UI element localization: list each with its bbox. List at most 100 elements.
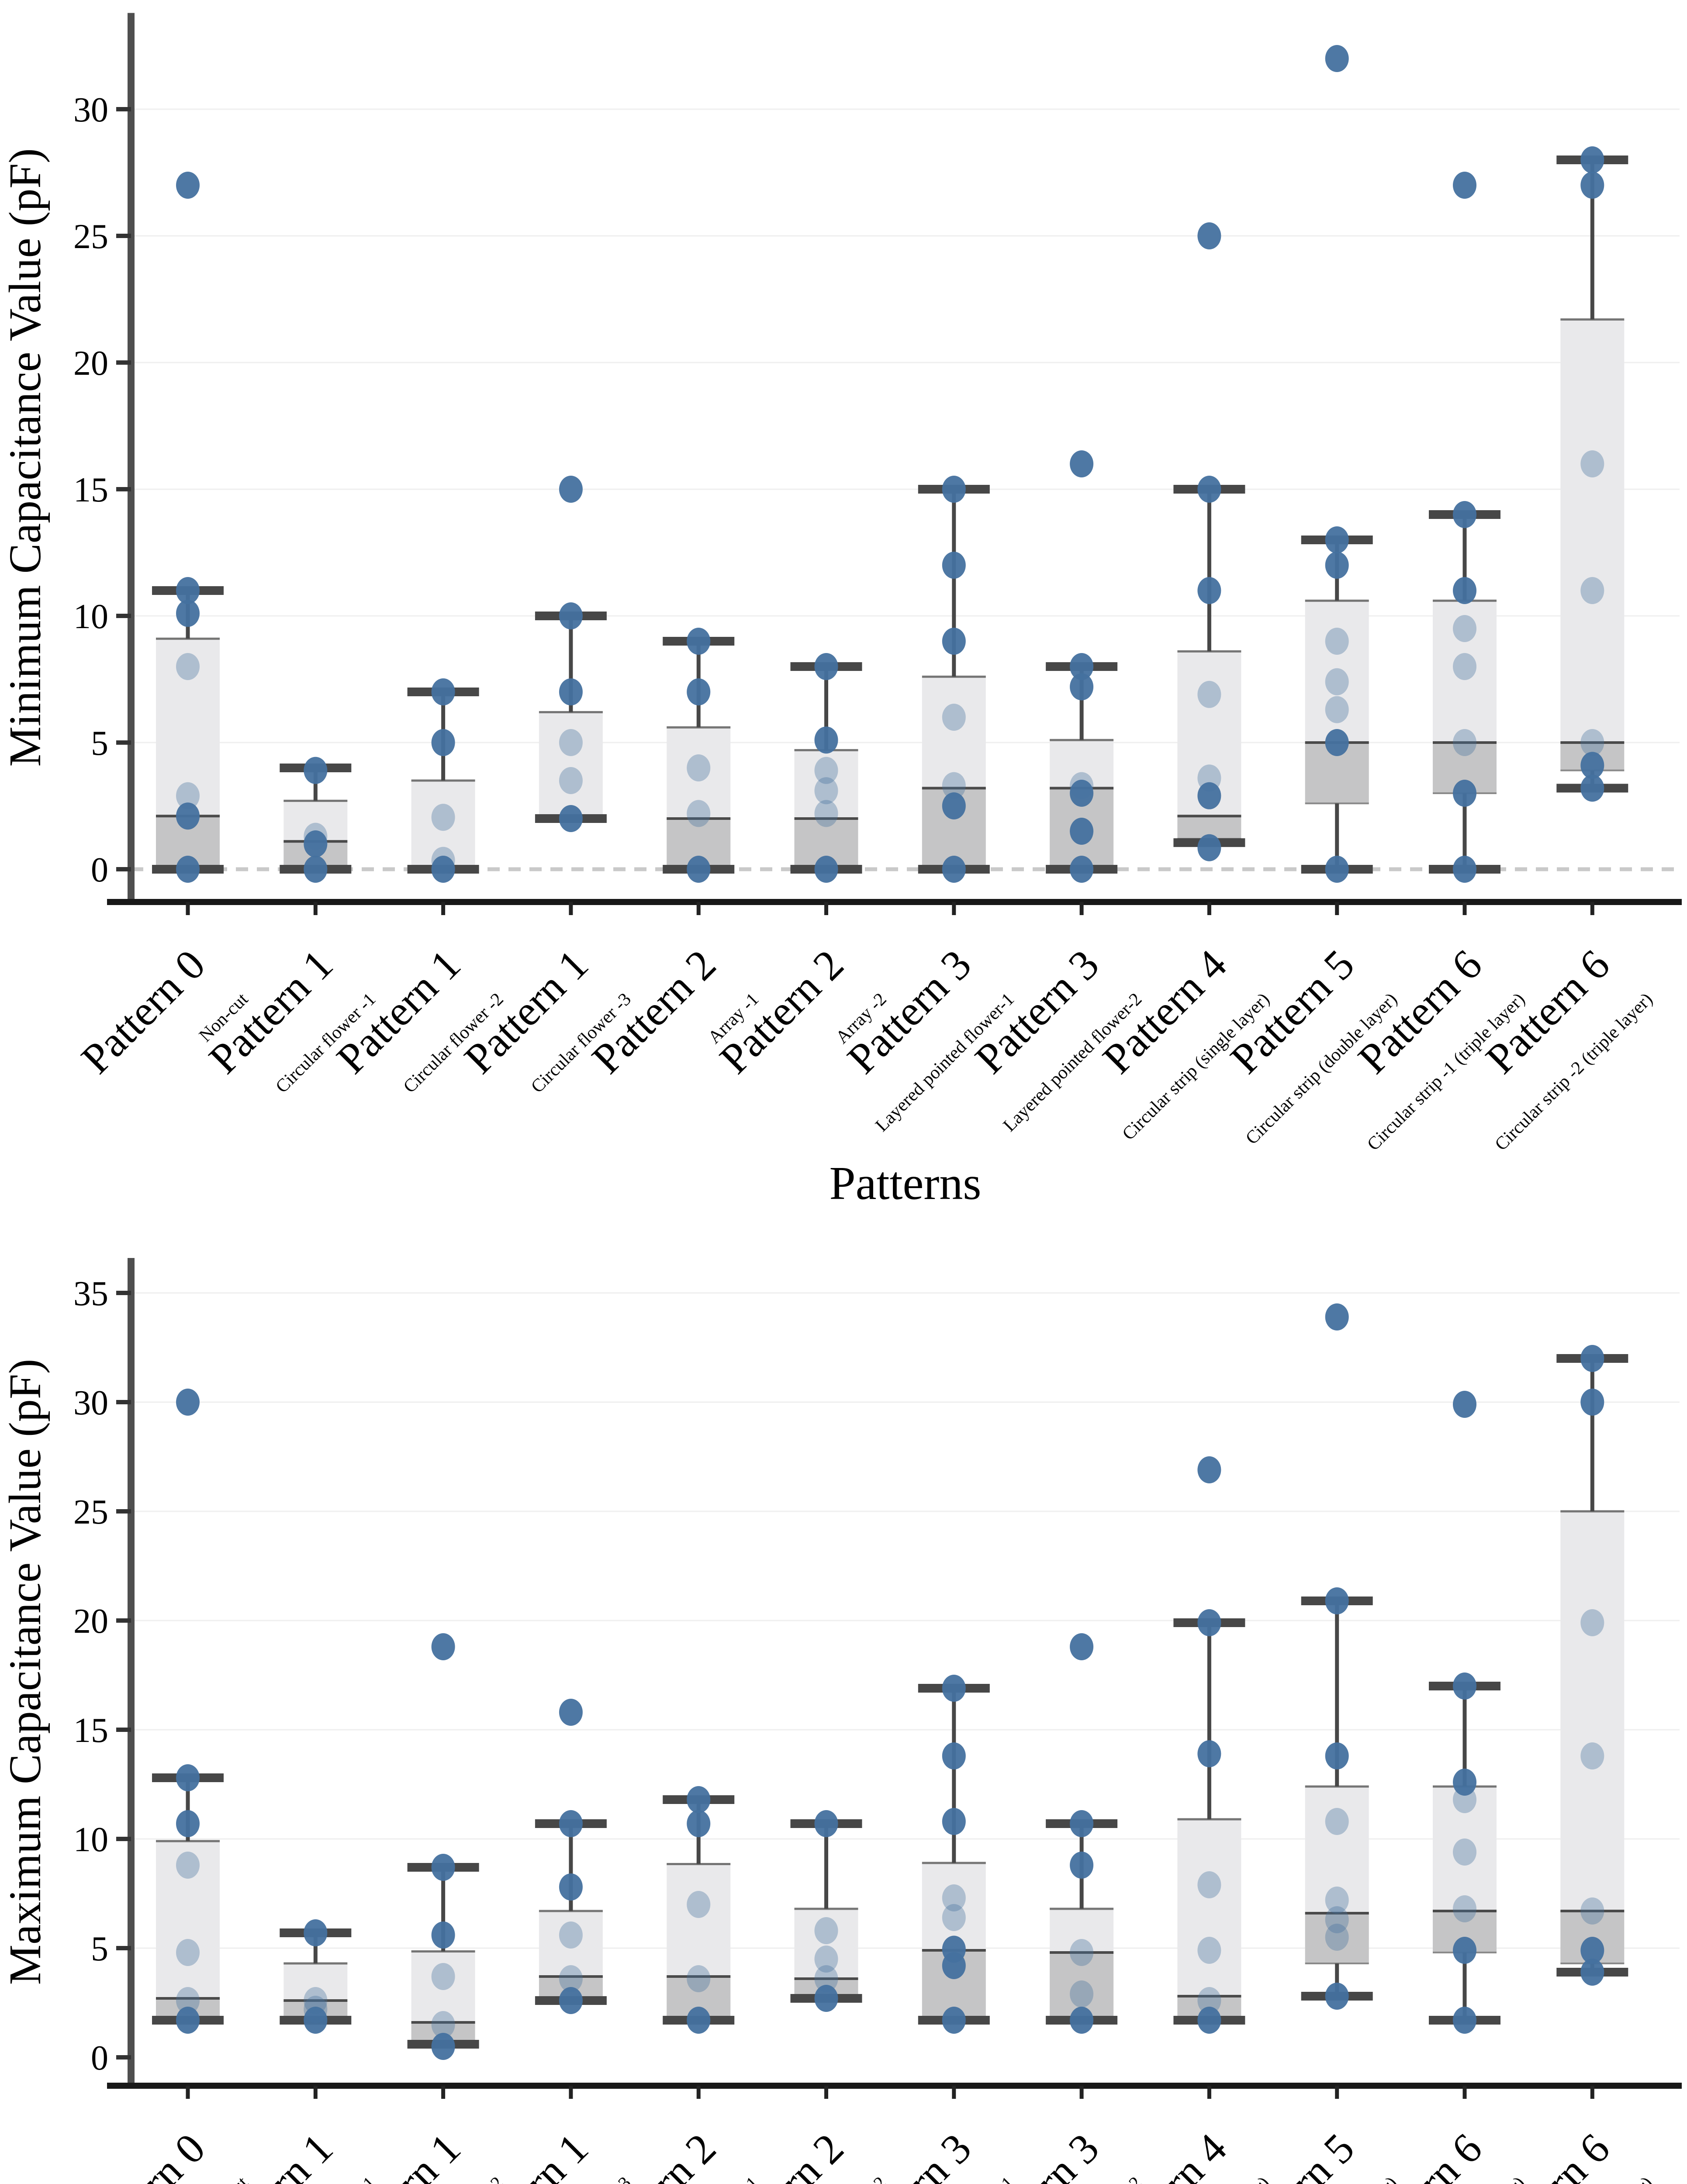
data-point-light — [304, 1987, 328, 2014]
data-point-light — [687, 1891, 711, 1918]
data-point — [1197, 2007, 1221, 2034]
data-point — [1070, 856, 1094, 883]
box-iqr — [667, 727, 731, 869]
data-point — [942, 1808, 966, 1835]
data-point — [431, 856, 455, 883]
y-axis-tick-label: 30 — [73, 1384, 108, 1422]
data-point — [1453, 1937, 1476, 1964]
data-point — [1070, 673, 1094, 701]
min-capacitance-figure: 0 5 10 15 20 25 30 Minimum Capacitance Value (p… — [0, 13, 1682, 1209]
data-point — [687, 2007, 711, 2034]
data-point — [942, 2007, 966, 2034]
data-point-light — [1325, 628, 1349, 655]
data-point — [1453, 1391, 1476, 1418]
box-iqr — [539, 1911, 603, 2001]
data-point — [1197, 222, 1221, 249]
data-point-light — [1580, 577, 1604, 604]
data-point — [687, 856, 711, 883]
data-point — [1453, 2007, 1476, 2034]
data-point — [304, 2007, 328, 2034]
data-point-light — [1325, 1808, 1349, 1835]
y-axis-title: Minimum Capacitance Value (pF) — [0, 148, 50, 767]
data-point-light — [1070, 1980, 1094, 2008]
box-iqr — [156, 1841, 220, 2020]
data-point-light — [1453, 729, 1476, 756]
data-point — [1453, 1769, 1476, 1796]
data-point — [814, 653, 838, 680]
box-iqr — [1560, 1511, 1625, 1963]
data-point — [687, 678, 711, 705]
data-point-light — [814, 757, 838, 784]
data-point-light — [942, 1904, 966, 1931]
data-point — [942, 1952, 966, 1979]
box-iqr — [1050, 1909, 1114, 2020]
data-point — [1325, 1587, 1349, 1614]
category-sublabel: Non-cut — [195, 2173, 252, 2184]
data-point-light — [1453, 1838, 1476, 1866]
category-label: Pattern 0 — [73, 2125, 214, 2184]
data-point — [176, 1810, 200, 1837]
max-capacitance-boxplot: 0 5 10 15 20 25 30 35 Maximum Capacitance Value … — [0, 1258, 1682, 2184]
data-point — [942, 792, 966, 819]
data-point-light — [559, 1921, 583, 1949]
y-axis-tick-label: 20 — [73, 1602, 108, 1641]
data-point — [1453, 577, 1476, 604]
box-iqr — [922, 677, 986, 869]
max-capacitance-figure: 0 5 10 15 20 25 30 35 Maximum Capacitance Value … — [0, 1214, 1687, 2184]
y-axis-tick-label: 5 — [91, 1930, 108, 1968]
data-point — [1453, 1673, 1476, 1700]
box-iqr — [1305, 601, 1369, 804]
data-point — [176, 2007, 200, 2034]
y-axis-tick-label: 0 — [91, 851, 108, 889]
data-point — [1453, 501, 1476, 528]
category-label: Pattern 6 — [1349, 2125, 1491, 2184]
category-label: Pattern 5 — [1222, 2125, 1364, 2184]
box-iqr — [794, 750, 858, 869]
data-point — [304, 1919, 328, 1946]
data-point-light — [431, 1963, 455, 1990]
data-point-light — [1580, 1897, 1604, 1925]
x-axis-title: Patterns — [830, 1158, 982, 1209]
data-point-light — [1325, 668, 1349, 695]
data-point — [1070, 653, 1094, 680]
box-iqr — [1560, 319, 1625, 771]
data-point — [687, 628, 711, 655]
data-point-light — [1453, 653, 1476, 680]
data-point — [1325, 1983, 1349, 2010]
data-point — [559, 805, 583, 832]
data-point — [1580, 1345, 1604, 1372]
data-point-light — [176, 782, 200, 809]
data-point — [559, 1987, 583, 2014]
category-label: Pattern 2 — [583, 2125, 725, 2184]
y-axis-tick-label: 10 — [73, 598, 108, 636]
y-axis-tick-label: 15 — [73, 1711, 108, 1750]
data-point-light — [1580, 450, 1604, 477]
data-point — [942, 1742, 966, 1769]
data-point — [814, 726, 838, 754]
data-point — [431, 1854, 455, 1881]
data-point — [1580, 752, 1604, 779]
data-point — [1197, 782, 1221, 809]
data-point — [559, 1699, 583, 1726]
data-point — [304, 856, 328, 883]
data-point — [814, 856, 838, 883]
data-point-light — [559, 729, 583, 756]
data-point-light — [1197, 1937, 1221, 1964]
data-point — [176, 856, 200, 883]
data-point — [942, 552, 966, 579]
y-axis-tick-label: 35 — [73, 1275, 108, 1313]
box-iqr — [667, 1864, 731, 2020]
y-axis-tick-label: 10 — [73, 1821, 108, 1859]
data-point-light — [687, 1965, 711, 1992]
data-point — [304, 757, 328, 784]
data-point — [431, 1633, 455, 1660]
category-label: Pattern 1 — [328, 2125, 470, 2184]
data-point-light — [176, 1852, 200, 1879]
data-point — [1580, 146, 1604, 173]
data-point — [1325, 1742, 1349, 1769]
box-iqr — [1433, 1787, 1497, 1952]
data-point-light — [1197, 1871, 1221, 1898]
data-point — [687, 1810, 711, 1837]
data-point — [942, 1675, 966, 1702]
